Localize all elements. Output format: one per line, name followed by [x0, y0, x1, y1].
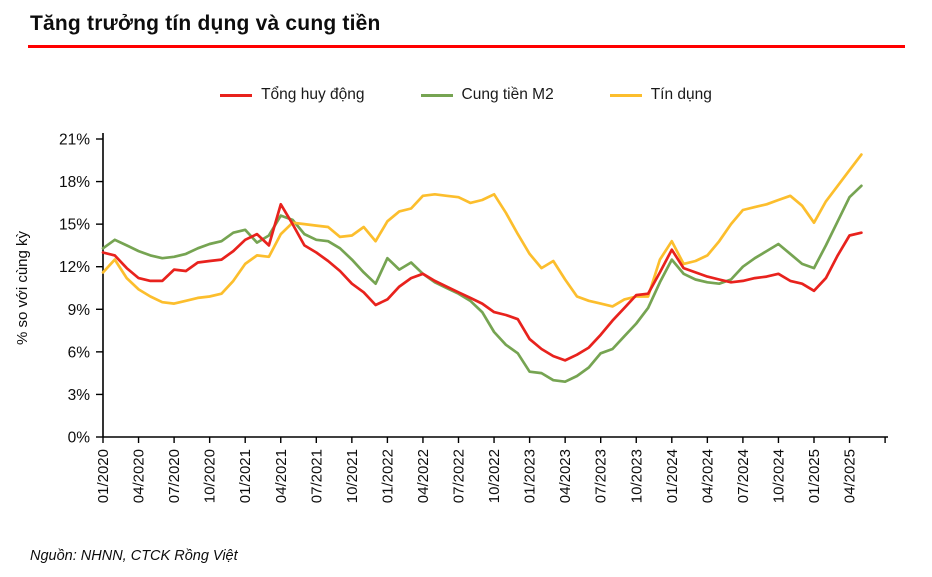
x-tick-label: 04/2025 — [842, 449, 859, 503]
y-tick-label: 6% — [68, 344, 91, 361]
legend-item-tin-dung: Tín dụng — [609, 86, 712, 104]
x-tick-label: 04/2021 — [273, 449, 290, 503]
x-tick-label: 10/2023 — [628, 449, 645, 503]
x-tick-label: 10/2021 — [344, 449, 361, 503]
y-tick-label: 9% — [68, 302, 91, 319]
legend-swatch-cung-tien-m2 — [420, 93, 453, 97]
x-tick-label: 07/2021 — [308, 449, 325, 503]
series-line-tong-huy-ong — [101, 202, 863, 362]
y-tick-label: 3% — [68, 387, 91, 404]
legend-item-cung-tien-m2: Cung tiền M2 — [420, 86, 554, 104]
x-tick-label: 07/2024 — [735, 449, 752, 503]
y-axis-title: % so với cùng kỳ — [14, 230, 31, 345]
legend-swatch-tong-huy-ong — [220, 93, 253, 97]
y-tick-label: 12% — [59, 259, 90, 276]
x-tick-label: 04/2024 — [699, 449, 716, 503]
x-tick-label: 07/2020 — [166, 449, 183, 503]
y-tick-label: 18% — [59, 174, 90, 191]
x-tick-label: 10/2024 — [770, 449, 787, 503]
y-tick-label: 21% — [59, 132, 90, 149]
legend-label: Tổng huy động — [261, 86, 365, 103]
y-tick-label: 15% — [59, 217, 90, 234]
legend-swatch-tin-dung — [609, 93, 642, 97]
x-tick-label: 01/2020 — [95, 449, 112, 503]
chart-title: Tăng trưởng tín dụng và cung tiền — [30, 12, 381, 35]
legend: Tổng huy động Cung tiền M2 Tín dụng — [0, 86, 932, 104]
legend-label: Tín dụng — [650, 86, 712, 103]
legend-item-tong-huy-ong: Tổng huy động — [220, 86, 365, 104]
x-tick-label: 01/2023 — [522, 449, 539, 503]
x-tick-label: 10/2022 — [486, 449, 503, 503]
source-note: Nguồn: NHNN, CTCK Rồng Việt — [30, 548, 238, 564]
x-tick-label: 04/2023 — [557, 449, 574, 503]
series-line-tin-dung — [101, 153, 863, 308]
y-tick-label: 0% — [68, 430, 91, 447]
series-line-cung-tien-m2 — [101, 184, 863, 384]
x-tick-label: 04/2020 — [131, 449, 148, 503]
x-tick-label: 10/2020 — [202, 449, 219, 503]
legend-label: Cung tiền M2 — [461, 86, 554, 103]
title-divider — [28, 45, 905, 48]
x-tick-label: 01/2024 — [664, 449, 681, 503]
x-tick-label: 04/2022 — [415, 449, 432, 503]
x-tick-label: 01/2021 — [237, 449, 254, 503]
x-tick-label: 01/2022 — [379, 449, 396, 503]
x-tick-label: 07/2023 — [593, 449, 610, 503]
x-tick-label: 07/2022 — [451, 449, 468, 503]
x-tick-label: 01/2025 — [806, 449, 823, 503]
